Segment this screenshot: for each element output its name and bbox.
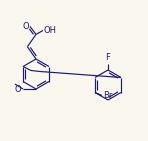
Text: O: O xyxy=(22,22,29,31)
Text: O: O xyxy=(14,84,21,93)
Text: OH: OH xyxy=(44,26,57,35)
Text: F: F xyxy=(106,53,110,62)
Text: Br: Br xyxy=(103,91,112,100)
